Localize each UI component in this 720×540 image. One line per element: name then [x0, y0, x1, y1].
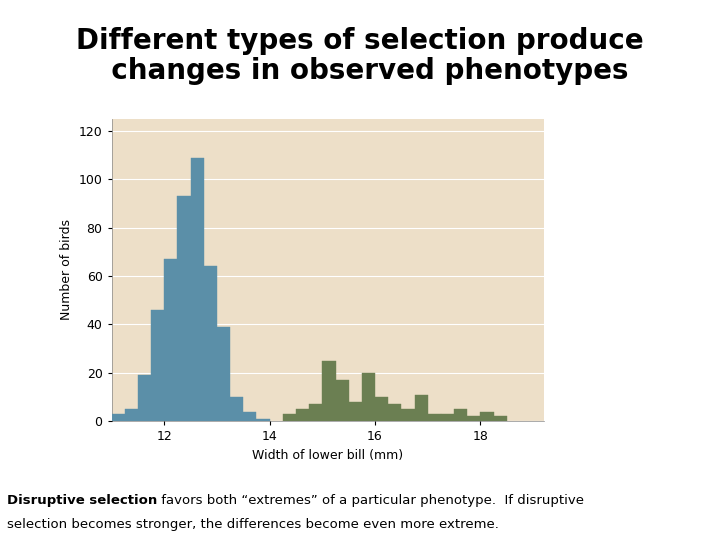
Y-axis label: Number of birds: Number of birds	[60, 219, 73, 321]
Bar	[164, 259, 177, 421]
Bar	[204, 266, 217, 421]
Bar	[467, 416, 480, 421]
Bar	[177, 196, 191, 421]
Bar	[388, 404, 401, 421]
Bar	[256, 419, 270, 421]
Bar	[230, 397, 243, 421]
Text: changes in observed phenotypes: changes in observed phenotypes	[91, 57, 629, 85]
Text: favors both “extremes” of a particular phenotype.  If disruptive: favors both “extremes” of a particular p…	[158, 494, 585, 507]
Bar	[415, 395, 428, 421]
Bar	[323, 361, 336, 421]
Text: selection becomes stronger, the differences become even more extreme.: selection becomes stronger, the differen…	[7, 518, 499, 531]
X-axis label: Width of lower bill (mm): Width of lower bill (mm)	[252, 449, 403, 462]
Bar	[125, 409, 138, 421]
Bar	[348, 402, 362, 421]
Bar	[217, 327, 230, 421]
Bar	[151, 310, 164, 421]
Bar	[441, 414, 454, 421]
Bar	[493, 416, 507, 421]
Bar	[336, 380, 348, 421]
Bar	[283, 414, 296, 421]
Bar	[309, 404, 323, 421]
Bar	[296, 409, 309, 421]
Bar	[138, 375, 151, 421]
Bar	[243, 411, 256, 421]
Bar	[375, 397, 388, 421]
Bar	[454, 409, 467, 421]
Bar	[191, 158, 204, 421]
Text: Disruptive selection: Disruptive selection	[7, 494, 158, 507]
Bar	[480, 411, 493, 421]
Bar	[428, 414, 441, 421]
Bar	[362, 373, 375, 421]
Bar	[401, 409, 415, 421]
Text: Different types of selection produce: Different types of selection produce	[76, 27, 644, 55]
Bar	[112, 414, 125, 421]
